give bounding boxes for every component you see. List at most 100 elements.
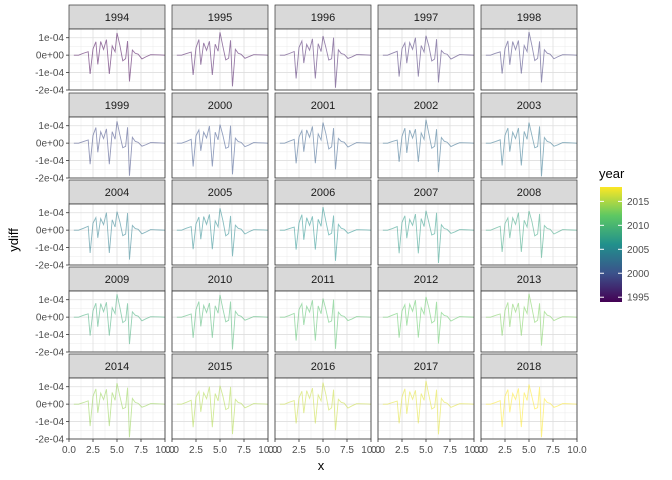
facet-strip — [171, 92, 269, 118]
series-line-1995 — [176, 32, 269, 87]
facet-strip-label: 1997 — [414, 12, 438, 24]
facet-panel-1997: 1997 — [377, 4, 475, 91]
legend: year 1995 2000 2005 2010 2015 — [599, 166, 650, 304]
y-tick-label: -2e-04 — [35, 348, 64, 359]
panel-border — [480, 116, 578, 179]
facet-strip-label: 1995 — [208, 12, 232, 24]
facet-strip — [68, 4, 166, 30]
series-line-2016 — [279, 382, 372, 431]
facet-strip-label: 1999 — [105, 100, 129, 112]
series-line-2009 — [73, 294, 166, 345]
x-tick-label: 0.0 — [371, 445, 385, 456]
panel-border — [480, 203, 578, 266]
x-tick-label: 2.5 — [498, 445, 512, 456]
y-tick-label: -2e-04 — [35, 86, 64, 97]
facet-panel-2002: 2002 — [377, 92, 475, 179]
y-tick-label: 0e+00 — [36, 51, 65, 62]
x-tick-label: 10.0 — [258, 445, 278, 456]
panel-border — [171, 203, 269, 266]
facet-strip-label: 2008 — [517, 187, 541, 199]
panel-grid — [274, 378, 372, 440]
x-tick-label: 10.0 — [464, 445, 484, 456]
facet-panel-2000: 2000 — [171, 92, 269, 179]
x-tick-label: 7.5 — [134, 445, 148, 456]
legend-tick-label: 2000 — [627, 269, 650, 280]
x-tick-label: 0.0 — [62, 445, 76, 456]
series-line-2002 — [382, 119, 475, 173]
facet-strip — [274, 266, 372, 292]
panel-border — [480, 290, 578, 353]
facet-panel-2004: 2004 -2e-04 -1e-04 0e+00 1e-04 — [35, 179, 166, 272]
facet-strip-label: 2006 — [311, 187, 335, 199]
panel-border — [274, 116, 372, 179]
facet-panel-2006: 2006 — [274, 179, 372, 266]
facet-panel-2001: 2001 — [274, 92, 372, 179]
facet-strip — [274, 92, 372, 118]
series-line-2006 — [279, 206, 372, 261]
y-tick-label: 0e+00 — [36, 226, 65, 237]
facet-strip-label: 2000 — [208, 100, 232, 112]
panel-border — [68, 116, 166, 179]
y-tick-label: -1e-04 — [35, 330, 64, 341]
y-tick-label: 1e-04 — [38, 382, 64, 393]
y-tick-label: -1e-04 — [35, 243, 64, 254]
series-line-1997 — [382, 35, 475, 83]
facet-strip-label: 2017 — [414, 361, 438, 373]
panel-border — [68, 28, 166, 91]
facet-strip — [68, 179, 166, 205]
panel-border — [274, 28, 372, 91]
y-tick-label: -2e-04 — [35, 435, 64, 446]
panel-border — [171, 116, 269, 179]
x-tick-label: 5.0 — [110, 445, 124, 456]
x-tick-label: 5.0 — [419, 445, 433, 456]
facet-panel-2010: 2010 — [171, 266, 269, 353]
y-axis-title: ydiff — [6, 228, 21, 252]
facet-strip-label: 2001 — [311, 100, 335, 112]
series-line-2011 — [279, 298, 372, 349]
series-line-2014 — [73, 383, 166, 438]
facet-panel-2013: 2013 — [480, 266, 578, 353]
panel-border — [68, 203, 166, 266]
facet-panel-2018: 2018 0.0 2.5 5.0 7.5 10.0 — [474, 353, 587, 456]
panel-border — [68, 290, 166, 353]
x-tick-label: 7.5 — [237, 445, 251, 456]
x-axis-title: x — [318, 458, 325, 473]
series-line-2012 — [382, 296, 475, 344]
facet-strip — [274, 353, 372, 379]
series-line-2010 — [176, 294, 269, 350]
facet-strip — [274, 4, 372, 30]
y-tick-label: -1e-04 — [35, 156, 64, 167]
facet-strip — [171, 353, 269, 379]
x-tick-label: 5.0 — [522, 445, 536, 456]
series-line-2000 — [176, 124, 269, 175]
series-line-2005 — [176, 208, 269, 257]
series-line-2004 — [73, 211, 166, 260]
x-tick-label: 5.0 — [316, 445, 330, 456]
legend-tick-label: 2010 — [627, 221, 650, 232]
series-line-2015 — [176, 385, 269, 435]
series-line-1994 — [73, 32, 166, 82]
facet-strip-label: 2004 — [105, 187, 129, 199]
y-tick-label: 1e-04 — [38, 121, 64, 132]
legend-tick-label: 2015 — [627, 197, 650, 208]
panel-border — [171, 290, 269, 353]
facet-panels: 1994 -2e-04 -1e-04 0e+00 1e-04 1995 1996 1997 19… — [35, 4, 587, 456]
x-tick-label: 7.5 — [443, 445, 457, 456]
series-line-2007 — [382, 210, 475, 264]
facet-panel-2007: 2007 — [377, 179, 475, 266]
facet-panel-1995: 1995 — [171, 4, 269, 91]
facet-panel-1996: 1996 — [274, 4, 372, 91]
facet-strip — [377, 92, 475, 118]
facet-strip — [274, 179, 372, 205]
y-tick-label: -2e-04 — [35, 174, 64, 185]
x-tick-label: 10.0 — [567, 445, 587, 456]
y-tick-label: 0e+00 — [36, 313, 65, 324]
facet-panel-2003: 2003 — [480, 92, 578, 179]
panel-border — [377, 116, 475, 179]
facet-panel-2014: 2014 -2e-04 -1e-04 0e+00 1e-04 0.0 2.5 5.0 7.5 10… — [35, 353, 175, 456]
facet-strip-label: 2011 — [311, 274, 335, 286]
series-line-1996 — [279, 35, 372, 88]
facet-panel-2017: 2017 0.0 2.5 5.0 7.5 10.0 — [371, 353, 484, 456]
facet-strip — [377, 266, 475, 292]
